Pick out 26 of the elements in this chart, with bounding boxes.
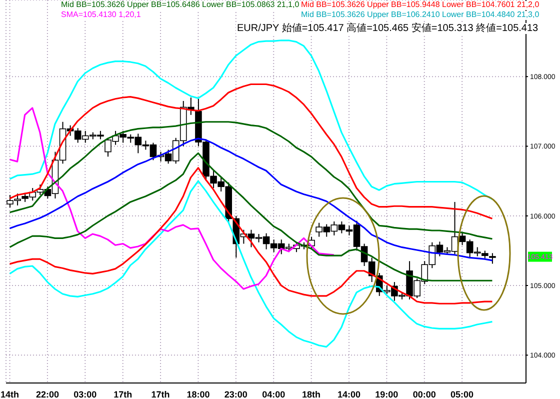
line-series [8,40,494,200]
x-tick-label: 03:00 [74,389,97,399]
x-tick-label: 18:00 [186,389,210,399]
line-series [8,83,494,220]
x-tick-label: 22:00 [36,389,59,399]
x-tick-label: 19:00 [375,389,398,399]
line-series [8,121,494,240]
x-tick-label: 00:00 [412,389,436,399]
annotation: Mid BB=105.3626 Upper BB=105.6486 Lower BB=105.0863 21,1,0 [60,0,300,10]
annotation: EUR/JPY 始値=105.417 高値=105.465 安値=105.313 終値=105.413 [236,23,540,34]
x-tick-label: 17th [114,389,132,399]
annotation: Mid BB=105.3626 Upper BB=106.2410 Lower BB=104.4840 21,3,0 [300,10,540,20]
candlestick [489,252,496,264]
line-series [8,152,494,282]
x-tick-label: 14:00 [337,389,361,399]
x-tick-label: 14th [0,389,20,399]
line-series [8,167,494,304]
x-tick-label: 17th [151,389,170,399]
line-series [8,107,335,290]
line-series [8,180,494,348]
x-tick-label: 18th [302,389,321,399]
annotation: Mid BB=105.3626 Upper BB=105.9448 Lower BB=104.7601 21,2,0 [300,0,540,10]
x-tick-label: 05:00 [450,389,474,399]
x-tick-label: 04:00 [262,389,286,399]
x-tick-label: 23:00 [224,389,248,399]
annotation: SMA=105.4130 1,20,1 [60,10,142,20]
